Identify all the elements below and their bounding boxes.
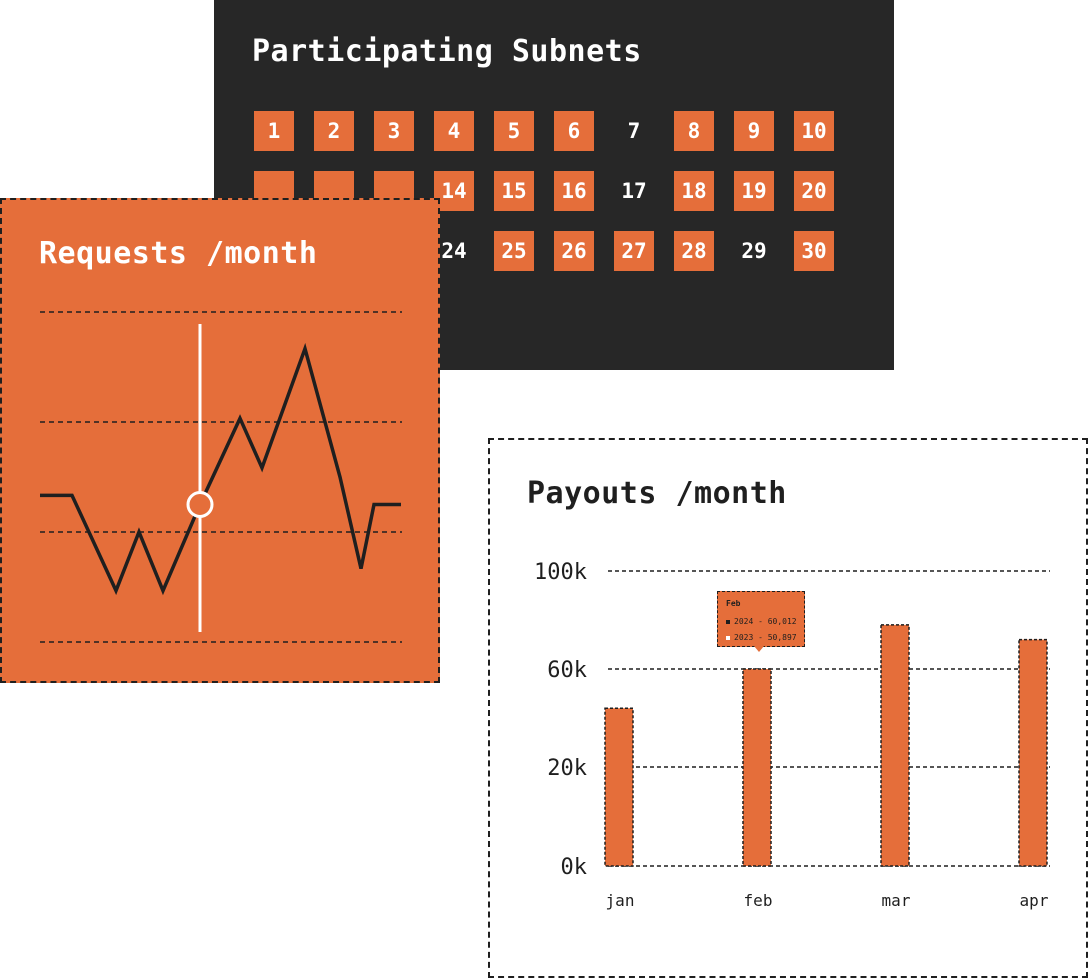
x-tick-label: jan	[606, 891, 635, 910]
chart-tooltip: Feb 2024 - 60,012 2023 - 50,897	[717, 591, 805, 652]
subnet-cell: 18	[674, 171, 714, 211]
subnet-cell: 10	[794, 111, 834, 151]
x-tick-label: mar	[882, 891, 911, 910]
y-tick-label: 100k	[534, 560, 587, 585]
payouts-card: Payouts /month 0k 20k 60k 100k jan feb mar apr …	[488, 438, 1088, 978]
subnet-cell: 24	[441, 239, 467, 263]
bar-apr	[1018, 638, 1048, 867]
tooltip-row-label: 2023 - 50,897	[734, 633, 797, 642]
series-line	[40, 342, 401, 596]
subnet-cell: 14	[434, 171, 474, 211]
requests-title: Requests /month	[39, 236, 318, 271]
subnet-cell: 29	[741, 239, 767, 263]
payouts-chart: 0k 20k 60k 100k jan feb mar apr	[534, 560, 1050, 910]
subnet-cell: 27	[614, 231, 654, 271]
y-tick-label: 0k	[561, 855, 588, 880]
subnet-cell: 2	[314, 111, 354, 151]
tooltip-pointer	[754, 646, 764, 652]
subnet-cell: 6	[554, 111, 594, 151]
tooltip-title: Feb	[726, 599, 741, 608]
subnet-cell: 9	[734, 111, 774, 151]
bar-mar	[880, 624, 910, 867]
tooltip-row-2023: 2023 - 50,897	[726, 633, 797, 642]
subnet-cell: 8	[674, 111, 714, 151]
payouts-title: Payouts /month	[527, 476, 787, 511]
requests-card: Requests /month	[0, 198, 440, 683]
cursor-point	[186, 491, 214, 518]
bar-feb	[742, 668, 772, 867]
subnet-cell: 7	[627, 119, 641, 143]
subnet-cell: 1	[254, 111, 294, 151]
subnet-grid: 1 2 3 4 5 6 7 8 9 10 14 15 16 17 18 19 20 24 25 26 27 28 29 30	[254, 111, 834, 271]
y-tick-label: 60k	[547, 658, 587, 683]
subnets-title: Participating Subnets	[252, 34, 642, 69]
subnet-cell: 5	[494, 111, 534, 151]
tooltip-row-2024: 2024 - 60,012	[726, 617, 797, 626]
subnet-cell: 3	[374, 111, 414, 151]
subnet-cell: 20	[794, 171, 834, 211]
tooltip-row-label: 2024 - 60,012	[734, 617, 797, 626]
x-tick-label: feb	[744, 891, 773, 910]
x-tick-label: apr	[1020, 891, 1049, 910]
bar-jan	[604, 707, 634, 867]
subnet-cell: 26	[554, 231, 594, 271]
requests-chart	[40, 311, 402, 643]
subnet-cell: 4	[434, 111, 474, 151]
tooltip-swatch-2024	[726, 619, 730, 624]
subnet-cell: 25	[494, 231, 534, 271]
subnet-cell: 17	[621, 179, 647, 203]
y-tick-label: 20k	[547, 756, 587, 781]
subnet-cell: 16	[554, 171, 594, 211]
subnet-cell: 30	[794, 231, 834, 271]
subnet-cell: 19	[734, 171, 774, 211]
tooltip-swatch-2023	[726, 635, 730, 640]
subnet-cell: 15	[494, 171, 534, 211]
subnet-cell: 28	[674, 231, 714, 271]
